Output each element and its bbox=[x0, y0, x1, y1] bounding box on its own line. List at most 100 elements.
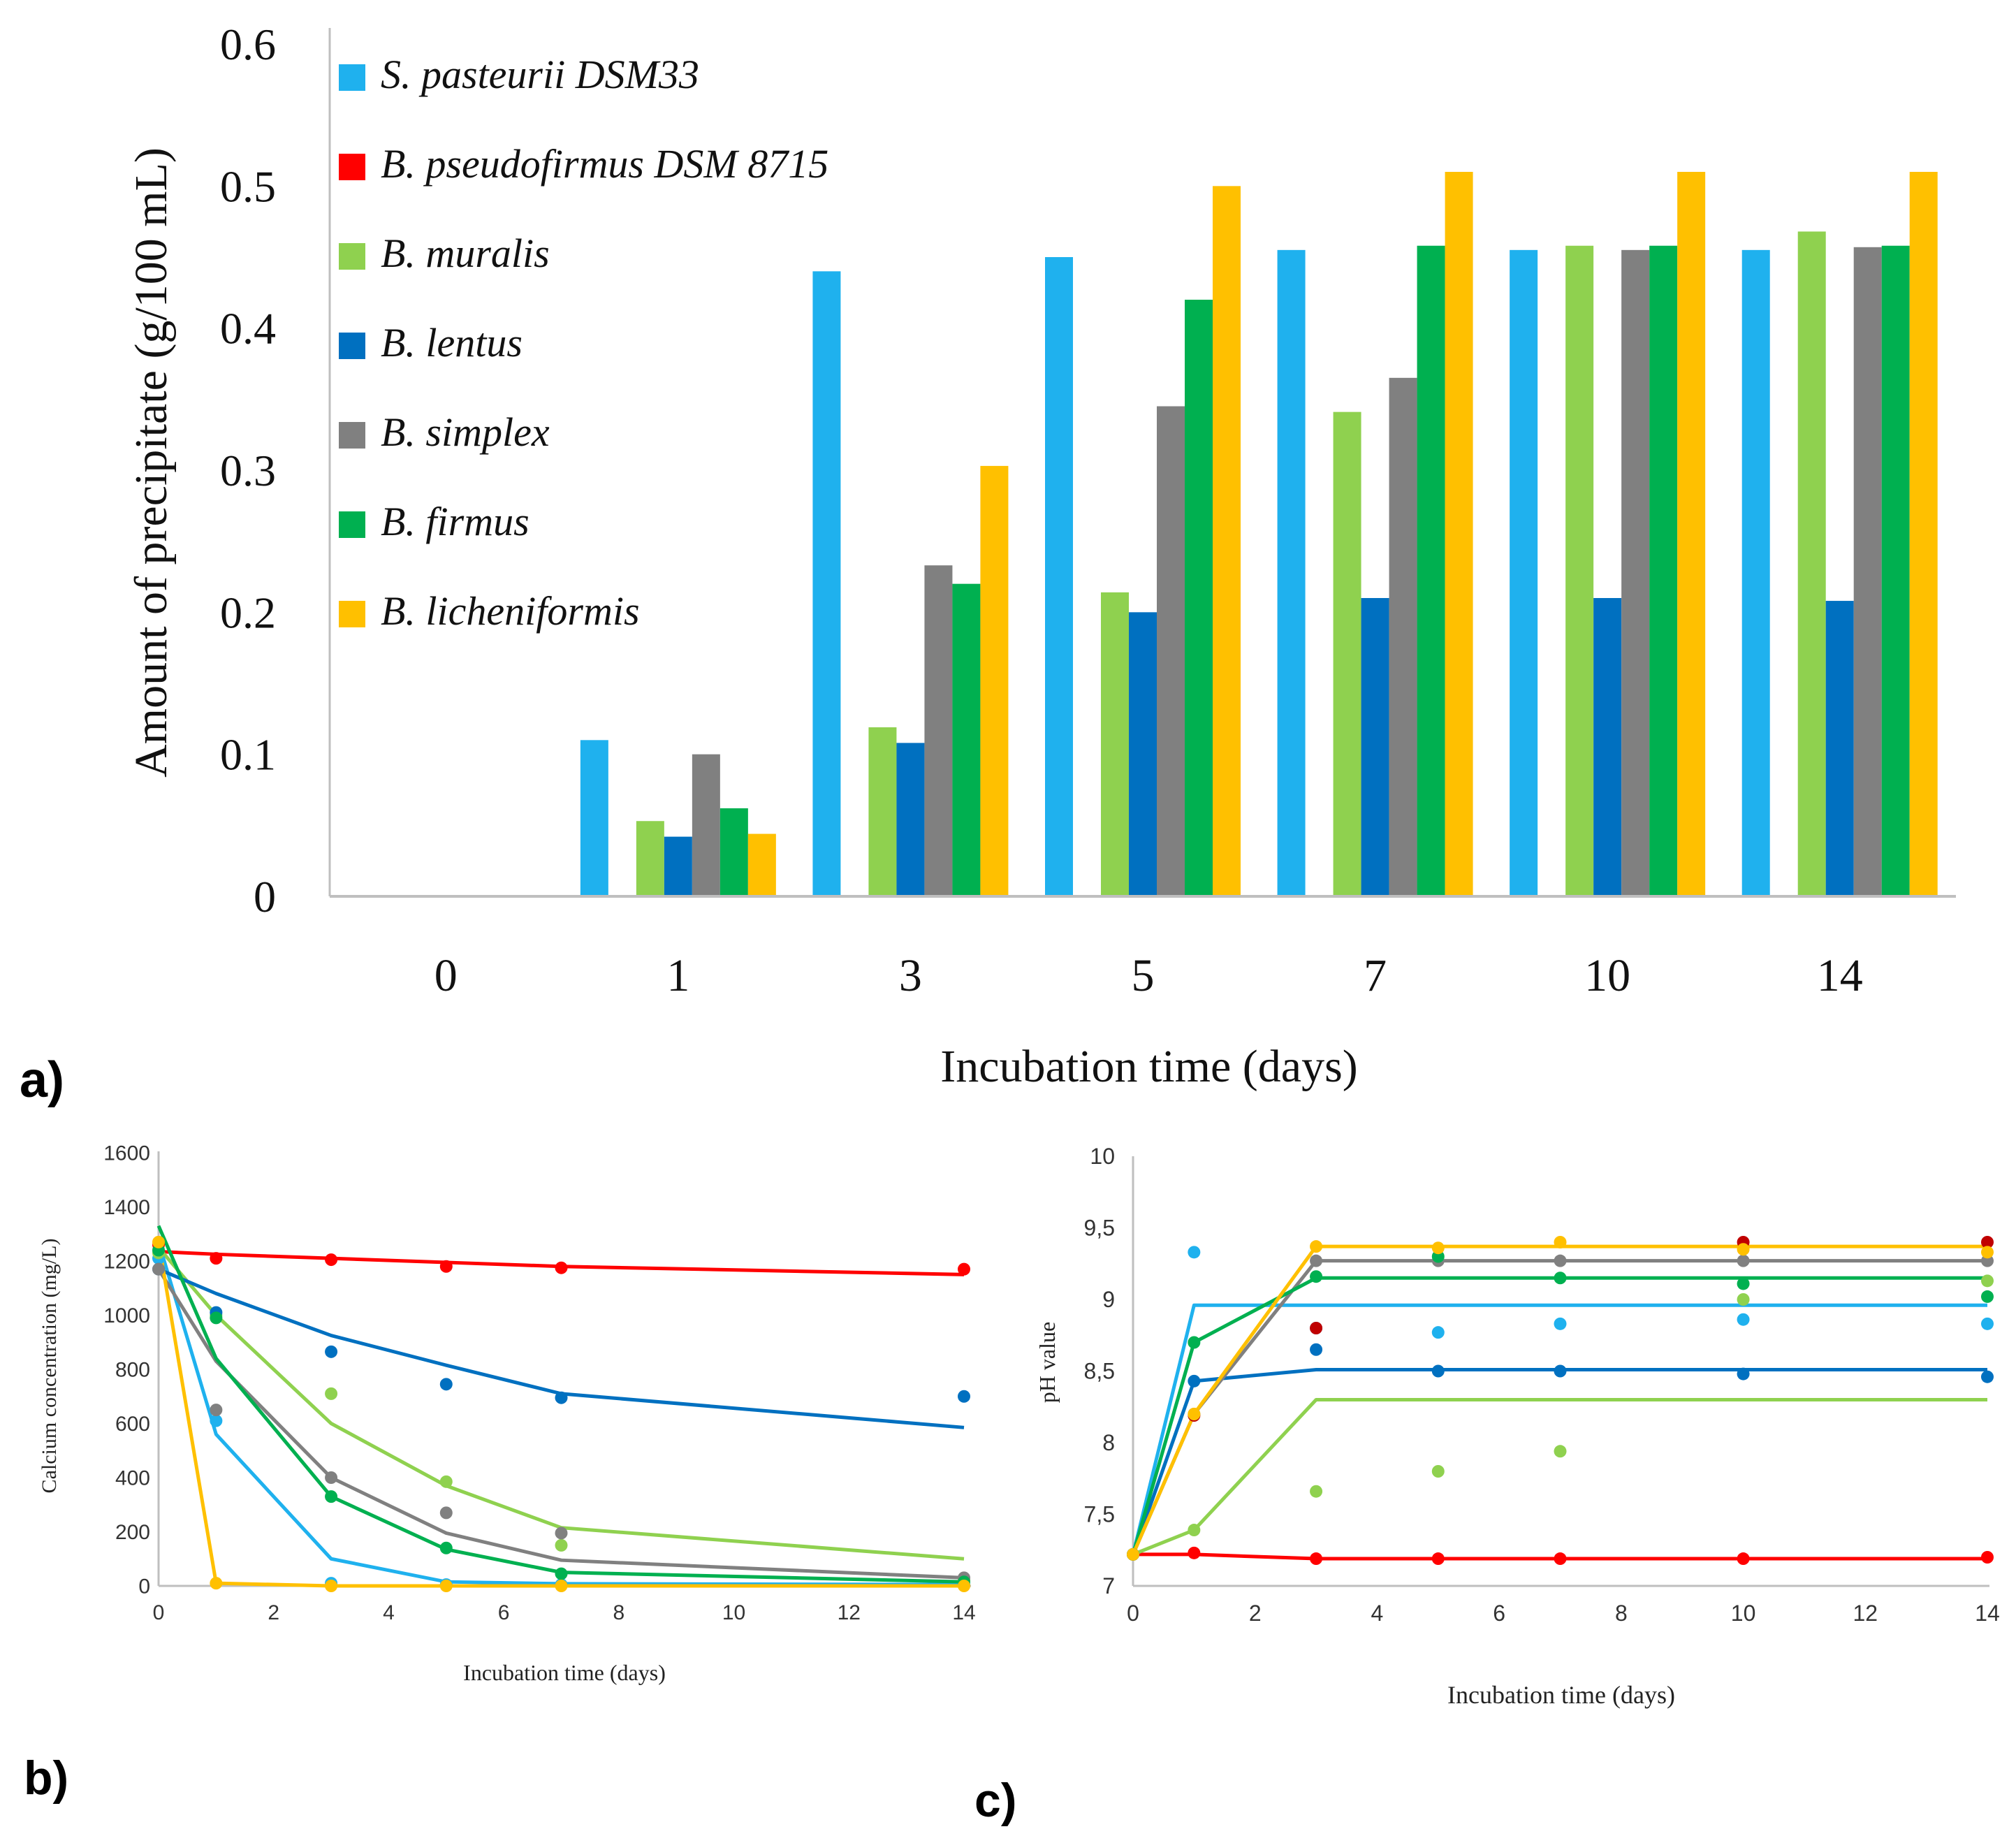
legend-item-b-pseudofirmus-dsm-8715: B. pseudofirmus DSM 8715 bbox=[339, 141, 828, 187]
point-b-simplex-day-14 bbox=[1981, 1254, 1994, 1267]
data-points bbox=[152, 1235, 970, 1592]
bar-b-simplex-day-1 bbox=[692, 754, 720, 896]
x-axis-title: Incubation time (days) bbox=[463, 1660, 666, 1685]
point-b-pseudofirmus-dsm-8715-day-3 bbox=[325, 1253, 338, 1267]
x-tick-labels: 0 2 4 6 8 10 12 14 bbox=[1127, 1601, 2000, 1626]
point-b-licheniformis-day-14 bbox=[1981, 1246, 1994, 1259]
point-s-pasteurii-dsm33-day-5 bbox=[1431, 1326, 1445, 1339]
point-b-licheniformis-day-1 bbox=[210, 1577, 223, 1590]
bar-b-licheniformis-day-5 bbox=[1213, 186, 1241, 896]
y-tick-label: 0.6 bbox=[220, 20, 276, 69]
point-b-muralis-day-7 bbox=[1554, 1445, 1567, 1458]
bar-b-firmus-day-5 bbox=[1185, 300, 1213, 896]
fit-line-b-lentus bbox=[158, 1267, 965, 1429]
bar-b-lentus-day-1 bbox=[664, 836, 692, 896]
point-b-firmus-day-14 bbox=[1981, 1290, 1994, 1303]
x-tick-label: 7 bbox=[1364, 950, 1387, 1001]
y-tick-label: 8 bbox=[1102, 1430, 1115, 1455]
point-b-pseudofirmus-dsm-8715-replicate-day-14 bbox=[1981, 1236, 1994, 1248]
y-tick-label: 800 bbox=[115, 1359, 150, 1382]
y-tick-label: 0.2 bbox=[220, 588, 276, 637]
data-points bbox=[1127, 1236, 1994, 1566]
y-tick-label: 7 bbox=[1102, 1573, 1115, 1598]
point-b-muralis-day-14 bbox=[1981, 1274, 1994, 1288]
point-s-pasteurii-dsm33-day-1 bbox=[1188, 1246, 1201, 1259]
point-b-simplex-day-5 bbox=[439, 1506, 453, 1520]
y-axis-title: Calcium concentration (mg/L) bbox=[38, 1239, 61, 1494]
panel-c-line-chart: 7 7,5 8 8,5 9 9,5 10 0 2 4 6 8 10 12 14 pH value Incu… bbox=[974, 1144, 2000, 1827]
point-b-firmus-day-7 bbox=[1554, 1272, 1567, 1285]
point-s-pasteurii-dsm33-day-10 bbox=[1737, 1313, 1750, 1326]
x-tick-label: 4 bbox=[383, 1601, 395, 1624]
bar-b-muralis-day-1 bbox=[636, 821, 664, 896]
bar-series-group bbox=[580, 172, 1938, 896]
bar-b-lentus-day-10 bbox=[1593, 598, 1622, 896]
x-tick-labels: 0 1 3 5 7 10 14 bbox=[434, 950, 1863, 1001]
point-b-pseudofirmus-dsm-8715-day-7 bbox=[1554, 1552, 1567, 1566]
legend-swatch bbox=[339, 333, 365, 359]
point-b-muralis-day-5 bbox=[1431, 1465, 1445, 1478]
legend-label: B. firmus bbox=[381, 499, 529, 544]
point-b-pseudofirmus-dsm-8715-day-7 bbox=[555, 1261, 568, 1274]
legend-swatch bbox=[339, 243, 365, 270]
point-b-simplex-day-7 bbox=[555, 1527, 568, 1540]
point-b-muralis-day-5 bbox=[439, 1475, 453, 1488]
y-tick-label: 0 bbox=[254, 872, 276, 922]
fit-line-b-pseudofirmus-dsm-8715 bbox=[158, 1249, 965, 1276]
point-b-simplex-day-1 bbox=[210, 1404, 223, 1417]
bar-b-muralis-day-10 bbox=[1565, 245, 1594, 896]
point-b-muralis-day-7 bbox=[555, 1538, 568, 1552]
point-b-licheniformis-day-3 bbox=[325, 1580, 338, 1592]
point-b-pseudofirmus-dsm-8715-day-1 bbox=[1188, 1546, 1201, 1559]
legend-label: B. licheniformis bbox=[381, 588, 640, 634]
fit-line-s-pasteurii-dsm33 bbox=[156, 1241, 965, 1587]
point-b-pseudofirmus-dsm-8715-day-1 bbox=[210, 1252, 223, 1265]
bar-b-simplex-day-3 bbox=[924, 565, 953, 896]
point-b-pseudofirmus-dsm-8715-day-5 bbox=[1431, 1552, 1445, 1566]
point-b-licheniformis-day-5 bbox=[1431, 1241, 1445, 1255]
point-b-firmus-day-3 bbox=[325, 1490, 338, 1503]
y-tick-label: 9 bbox=[1102, 1287, 1115, 1312]
x-tick-label: 8 bbox=[613, 1601, 625, 1624]
bar-b-licheniformis-day-3 bbox=[980, 465, 1009, 896]
bar-b-muralis-day-5 bbox=[1101, 592, 1129, 896]
bar-b-firmus-day-7 bbox=[1417, 245, 1445, 896]
x-tick-label: 14 bbox=[952, 1601, 975, 1624]
fit-lines bbox=[156, 1225, 965, 1588]
legend-item-b-licheniformis: B. licheniformis bbox=[339, 588, 640, 634]
point-b-muralis-day-10 bbox=[1737, 1293, 1750, 1306]
panel-b-line-chart: 0 200 400 600 800 1000 1200 1400 1600 0 2 4 6 8 10 12 1… bbox=[24, 1142, 976, 1805]
y-tick-label: 0.1 bbox=[220, 730, 276, 780]
legend-label: B. simplex bbox=[381, 409, 550, 455]
legend-swatch bbox=[339, 64, 365, 91]
point-b-firmus-day-5 bbox=[439, 1541, 453, 1554]
bar-b-muralis-day-7 bbox=[1333, 411, 1361, 896]
bar-s-pasteurii-dsm33-day-5 bbox=[1045, 257, 1073, 896]
bar-b-muralis-day-3 bbox=[868, 727, 897, 896]
point-b-muralis-day-3 bbox=[325, 1387, 338, 1400]
x-tick-label: 10 bbox=[1731, 1601, 1756, 1626]
y-tick-label: 1200 bbox=[103, 1251, 150, 1274]
x-axis-title: Incubation time (days) bbox=[940, 1041, 1357, 1092]
x-tick-label: 8 bbox=[1615, 1601, 1628, 1626]
legend-label: B. lentus bbox=[381, 320, 523, 365]
y-tick-labels: 0 0.1 0.2 0.3 0.4 0.5 0.6 bbox=[220, 20, 276, 922]
y-tick-label: 10 bbox=[1090, 1144, 1115, 1169]
legend-label: S. pasteurii DSM33 bbox=[381, 52, 699, 97]
point-b-licheniformis-day-10 bbox=[1737, 1243, 1750, 1256]
y-tick-label: 600 bbox=[115, 1413, 150, 1436]
panel-a-bar-chart: 0 0.1 0.2 0.3 0.4 0.5 0.6 0 1 3 5 7 10 14 S. pasteur… bbox=[20, 20, 1956, 1108]
point-b-muralis-day-1 bbox=[1188, 1524, 1201, 1537]
y-tick-label: 0 bbox=[138, 1575, 150, 1598]
bar-s-pasteurii-dsm33-day-3 bbox=[812, 271, 841, 896]
legend-item-s-pasteurii-dsm33: S. pasteurii DSM33 bbox=[339, 52, 699, 97]
x-tick-label: 0 bbox=[1127, 1601, 1139, 1626]
bar-s-pasteurii-dsm33-day-10 bbox=[1510, 249, 1538, 896]
legend: S. pasteurii DSM33 B. pseudofirmus DSM 87… bbox=[339, 52, 828, 634]
x-axis-title: Incubation time (days) bbox=[1447, 1681, 1675, 1709]
point-b-pseudofirmus-dsm-8715-day-14 bbox=[1981, 1551, 1994, 1564]
y-tick-label: 1400 bbox=[103, 1196, 150, 1219]
point-b-muralis-day-3 bbox=[1310, 1485, 1323, 1498]
fit-line-b-simplex bbox=[156, 1268, 965, 1580]
